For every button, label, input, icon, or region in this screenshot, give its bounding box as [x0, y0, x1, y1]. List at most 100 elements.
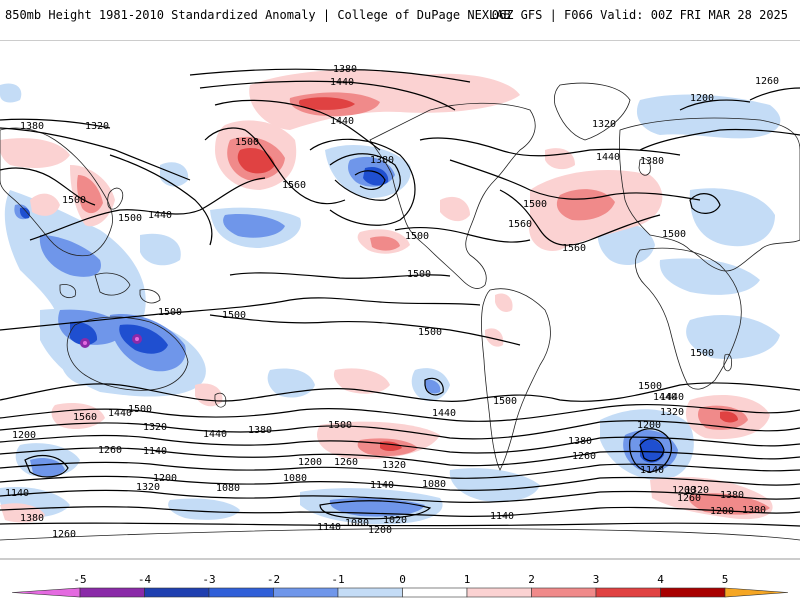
contour-line: [449, 159, 701, 201]
colorbar-segment: [79, 587, 145, 598]
colorbar-segment: [11, 587, 81, 598]
uk-coast: [638, 158, 651, 176]
contour-label: 1500: [493, 396, 517, 407]
colorbar-tick-label: 2: [528, 573, 535, 586]
contour-line: [629, 428, 672, 473]
colorbar-segment: [273, 587, 339, 598]
map-title: 850mb Height 1981-2010 Standardized Anom…: [5, 8, 511, 22]
contour-label: 1440: [432, 408, 456, 419]
colorbar-segment: [144, 587, 210, 598]
contour-line: [679, 99, 751, 111]
contour-label: 1500: [690, 348, 714, 359]
contour-label: 1440: [148, 210, 172, 221]
contour-line: [689, 193, 721, 214]
contour-label: 1140: [143, 446, 167, 457]
contour-label: 1560: [508, 219, 532, 230]
contour-label: 1440: [596, 152, 620, 163]
contour-label: 1500: [638, 381, 662, 392]
contour-line: [0, 434, 800, 454]
contour-label: 1500: [118, 213, 142, 224]
contour-label: 1260: [755, 76, 779, 87]
contour-label: 1260: [98, 445, 122, 456]
negative-anomaly-3: [19, 166, 664, 463]
contour-line: [0, 489, 800, 503]
contour-label: 1380: [640, 156, 664, 167]
contour-label: 1440: [108, 408, 132, 419]
contour-label: 1440: [330, 116, 354, 127]
contour-line: [329, 153, 401, 201]
contour-label: 1500: [662, 229, 686, 240]
contour-label: 1440: [660, 392, 684, 403]
contour-line: [0, 297, 481, 331]
contour-label: 1200: [637, 420, 661, 431]
contour-label: 1320: [85, 121, 109, 132]
contour-label: 1500: [523, 199, 547, 210]
contour-label: 1560: [73, 412, 97, 423]
contour-label: 1440: [653, 392, 677, 403]
contour-labels: 1380 1440 1440 1380 1320 1500 1560 1380 …: [5, 64, 779, 540]
anomaly-shading: [0, 69, 781, 525]
contour-line: [0, 461, 800, 479]
contour-line: [0, 403, 800, 422]
contour-label: 1320: [685, 485, 709, 496]
contour-label: 1200: [368, 525, 392, 536]
new-zealand-coast: [214, 392, 227, 408]
contour-label: 1080: [216, 483, 240, 494]
contour-label: 1380: [20, 513, 44, 524]
colorbar-tick-label: -2: [267, 573, 280, 586]
greenland-coast: [553, 82, 631, 141]
contour-label: 1440: [203, 429, 227, 440]
colorbar-segment: [337, 587, 403, 598]
north-america-coast: [369, 102, 536, 290]
contour-line: [0, 118, 111, 129]
contour-line: [24, 454, 69, 478]
contour-label: 1500: [62, 195, 86, 206]
colorbar-tick-label: -3: [202, 573, 215, 586]
contour-line: [209, 314, 521, 346]
colorbar-tick-label: 1: [464, 573, 471, 586]
contour-label: 1560: [282, 180, 306, 191]
contour-line: [499, 189, 661, 246]
contour-label: 1140: [370, 480, 394, 491]
contour-line: [0, 522, 800, 527]
asia-west-coast: [0, 127, 113, 257]
contour-line: [0, 420, 800, 440]
colorbar-tick-label: 5: [722, 573, 729, 586]
contour-line: [0, 167, 96, 206]
contour-line: [109, 154, 213, 246]
model-run-info: 06Z GFS | F066 Valid: 00Z FRI MAR 28 202…: [491, 8, 788, 22]
colorbar-tick-label: 3: [593, 573, 600, 586]
colorbar-segment: [208, 587, 274, 598]
contour-label: 1500: [418, 327, 442, 338]
contour-label: 1020: [383, 515, 407, 526]
contour-label: 1380: [720, 490, 744, 501]
contour-label: 1320: [592, 119, 616, 130]
contour-label: 1320: [143, 422, 167, 433]
contour-label: 1500: [128, 404, 152, 415]
contour-line: [394, 226, 531, 243]
contour-label: 1380: [370, 155, 394, 166]
colorbar-segment: [724, 587, 789, 598]
colorbar-tick-label: -5: [73, 573, 86, 586]
contour-line: [319, 500, 432, 520]
contour-label: 1500: [328, 420, 352, 431]
colorbar-segment: [466, 587, 532, 598]
contour-label: 1140: [317, 522, 341, 533]
contour-label: 1500: [222, 310, 246, 321]
contour-line: [229, 272, 451, 279]
colorbar-segment: [531, 587, 597, 598]
contour-line: [0, 506, 800, 517]
contour-label: 1080: [283, 473, 307, 484]
contour-line: [214, 99, 381, 151]
negative-anomaly-5: [83, 337, 139, 345]
maritime-continent-coast: [59, 272, 161, 304]
south-america-coast: [481, 288, 551, 471]
contour-label: 1380: [742, 505, 766, 516]
contour-label: 1500: [235, 137, 259, 148]
colorbar-tick-label: 0: [399, 573, 406, 586]
contour-line: [0, 382, 800, 402]
contour-line: [204, 127, 346, 205]
contour-label: 1500: [405, 231, 429, 242]
colorbar-segment: [402, 587, 468, 598]
contour-label: 1140: [640, 465, 664, 476]
